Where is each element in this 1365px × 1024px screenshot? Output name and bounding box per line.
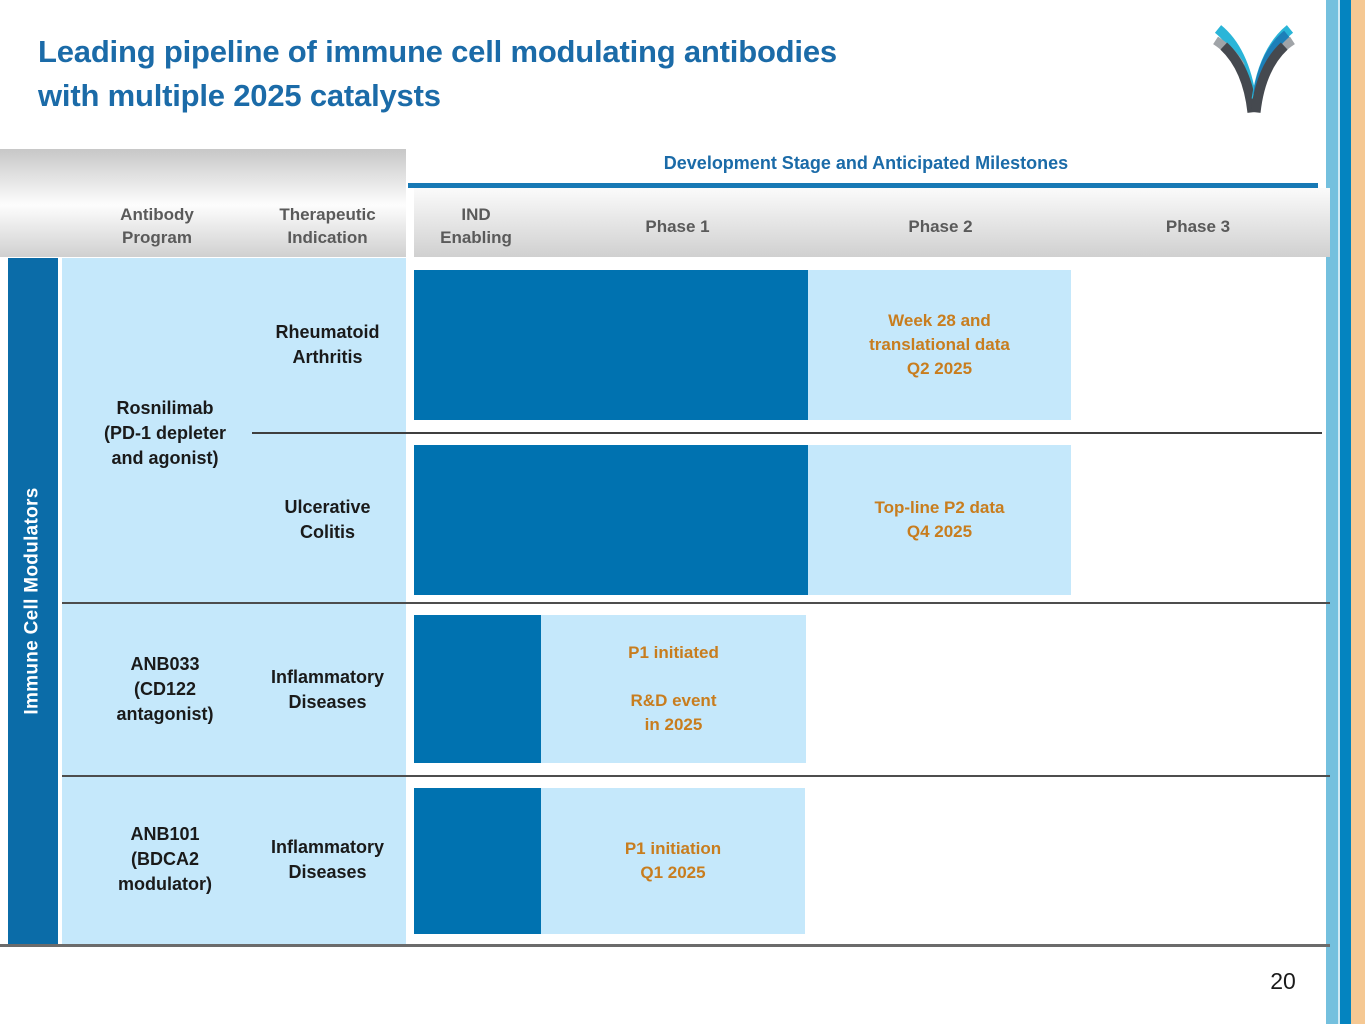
program-table-background <box>62 258 406 944</box>
milestone-rosnilimab-uc: Top-line P2 data Q4 2025 <box>874 498 1005 541</box>
bar-projected-anb033: P1 initiated R&D event in 2025 <box>541 615 806 763</box>
stage-group-underline <box>408 183 1318 188</box>
milestone-anb033: P1 initiated R&D event in 2025 <box>628 643 719 734</box>
column-header-antibody-program: Antibody Program <box>120 205 194 247</box>
indication-divider-rosnilimab <box>252 432 1322 434</box>
indication-cell-ulcerative-colitis: Ulcerative Colitis <box>284 497 371 542</box>
bar-solid-anb101 <box>414 788 541 934</box>
column-header-ind-enabling: IND Enabling <box>440 205 512 247</box>
page-number: 20 <box>1270 968 1296 994</box>
indication-cell-inflammatory-anb033: Inflammatory Diseases <box>270 667 385 712</box>
bar-projected-anb101: P1 initiation Q1 2025 <box>541 788 805 934</box>
chevron-logo-icon <box>1213 25 1295 113</box>
table-bottom-border <box>0 944 1330 947</box>
program-cell-rosnilimab: Rosnilimab (PD-1 depleter and agonist) <box>103 398 227 468</box>
indication-cell-inflammatory-anb101: Inflammatory Diseases <box>270 837 385 882</box>
bar-solid-anb033 <box>414 615 541 763</box>
edge-stripe-light-blue <box>1326 0 1338 1024</box>
bar-solid-rosnilimab-ra <box>414 270 808 420</box>
page-title: Leading pipeline of immune cell modulati… <box>38 34 837 113</box>
column-header-phase-2: Phase 2 <box>908 217 973 236</box>
column-header-phase-1: Phase 1 <box>645 217 710 236</box>
column-header-phase-3: Phase 3 <box>1165 217 1231 236</box>
indication-cell-rheumatoid-arthritis: Rheumatoid Arthritis <box>275 322 380 367</box>
bar-solid-rosnilimab-uc <box>414 445 808 595</box>
edge-stripe-tan <box>1351 0 1365 1024</box>
program-cell-anb101: ANB101 (BDCA2 modulator) <box>118 824 212 894</box>
milestone-rosnilimab-ra: Week 28 and translational data Q2 2025 <box>869 311 1010 378</box>
header-band-left <box>0 149 406 257</box>
row-divider-1 <box>62 602 1330 604</box>
edge-stripe-pale-line <box>1338 0 1340 1024</box>
milestone-anb101: P1 initiation Q1 2025 <box>624 839 722 882</box>
header-band-right <box>414 188 1330 257</box>
bar-projected-rosnilimab-uc: Top-line P2 data Q4 2025 <box>808 445 1071 595</box>
stage-group-title: Development Stage and Anticipated Milest… <box>663 153 1069 173</box>
program-cell-anb033: ANB033 (CD122 antagonist) <box>116 654 214 724</box>
row-divider-2 <box>62 775 1330 777</box>
category-band: Immune Cell Modulators <box>8 258 58 944</box>
edge-stripe-dark-blue <box>1340 0 1351 1024</box>
column-header-therapeutic-indication: Therapeutic Indication <box>279 205 376 247</box>
category-label: Immune Cell Modulators <box>22 487 44 715</box>
bar-projected-rosnilimab-ra: Week 28 and translational data Q2 2025 <box>808 270 1071 420</box>
